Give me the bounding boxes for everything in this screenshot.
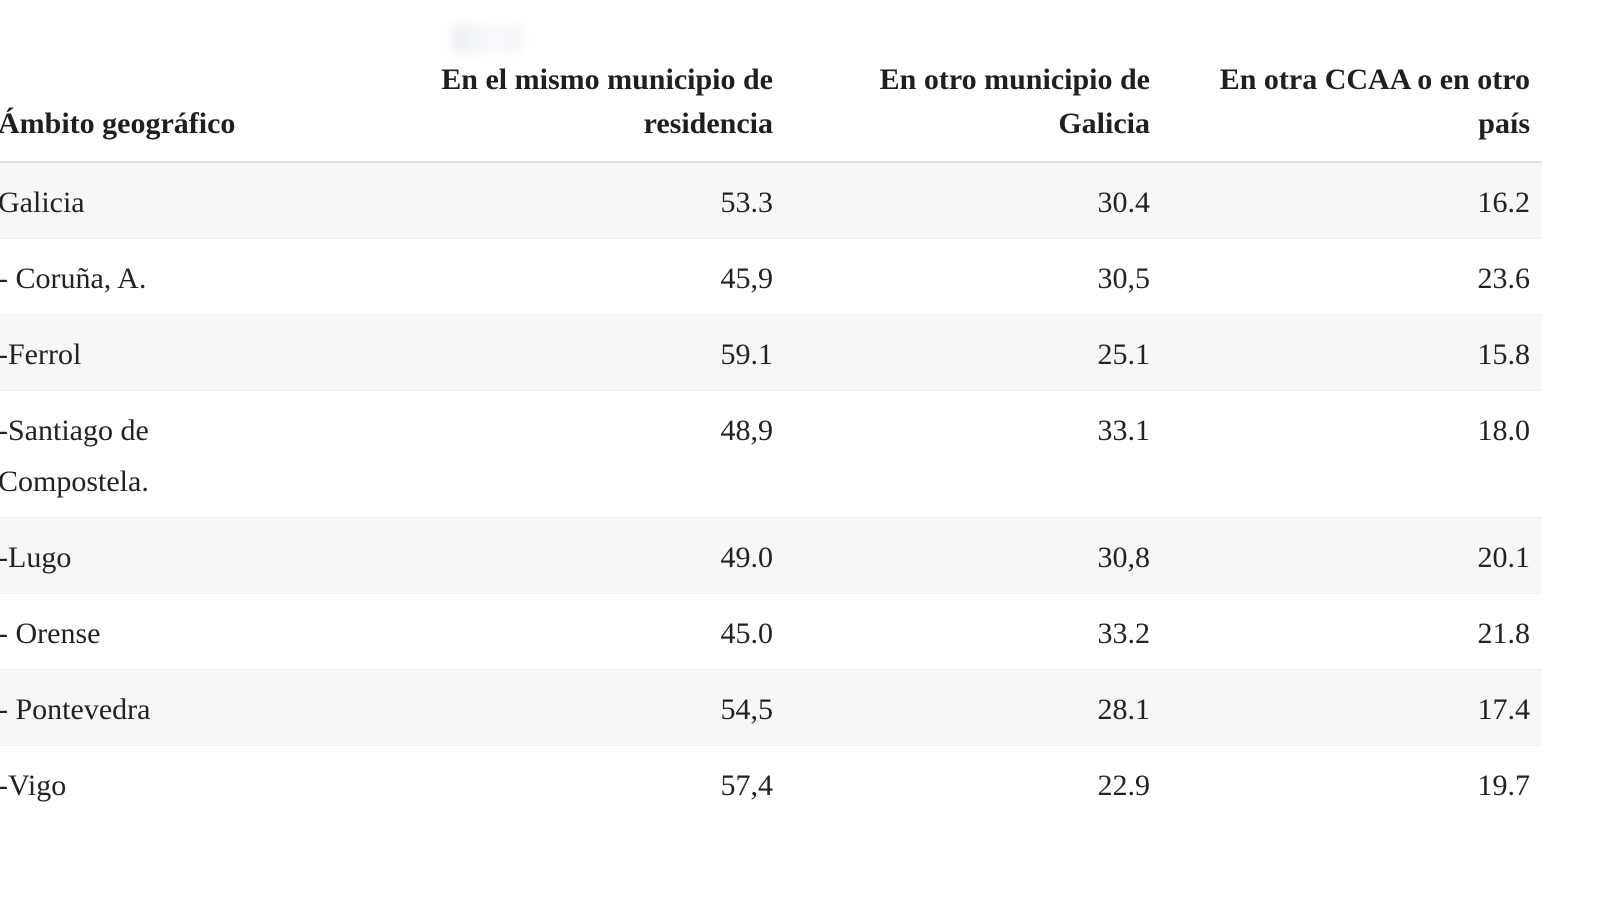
value-cell: 18.0 xyxy=(1477,414,1531,447)
table-row: -Lugo 49.0 30,8 20.1 xyxy=(0,517,1542,594)
table-row: -Vigo 57,4 22.9 19.7 xyxy=(0,745,1542,822)
value-cell: 28.1 xyxy=(1097,693,1151,726)
column-header-mismo-municipio: En el mismo municipio de residencia xyxy=(310,0,785,163)
table-row: -Santiago de Compostela. 48,9 33.1 18.0 xyxy=(0,390,1542,518)
column-header-label-line1: En otra CCAA o en otro xyxy=(1219,63,1530,96)
row-label: -Ferrol xyxy=(0,338,82,371)
row-label: -Santiago de Compostela. xyxy=(0,414,149,498)
value-cell: 21.8 xyxy=(1477,617,1531,650)
column-header-label-line2: Galicia xyxy=(1058,106,1150,140)
value-cell: 59.1 xyxy=(720,338,774,371)
value-cell: 53.3 xyxy=(720,186,774,219)
value-cell: 30,8 xyxy=(1097,541,1151,574)
table-row: - Pontevedra 54,5 28.1 17.4 xyxy=(0,669,1542,746)
value-cell: 22.9 xyxy=(1097,769,1151,802)
row-label: - Coruña, A. xyxy=(0,262,147,295)
value-cell: 45.0 xyxy=(720,617,774,650)
value-cell: 19.7 xyxy=(1477,769,1531,802)
column-header-label-line2: país xyxy=(1478,106,1530,140)
row-label: -Lugo xyxy=(0,541,72,574)
value-cell: 20.1 xyxy=(1477,541,1531,574)
value-cell: 30,5 xyxy=(1097,262,1151,295)
value-cell: 15.8 xyxy=(1477,338,1531,371)
statistics-table: Ámbito geográfico En el mismo municipio … xyxy=(0,0,1542,821)
value-cell: 33.1 xyxy=(1097,414,1151,447)
table-row: Galicia 53.3 30.4 16.2 xyxy=(0,162,1542,239)
table-row: - Orense 45.0 33.2 21.8 xyxy=(0,593,1542,670)
value-cell: 54,5 xyxy=(720,693,774,726)
value-cell: 23.6 xyxy=(1477,262,1531,295)
column-header-label-line1: En el mismo municipio de xyxy=(441,63,773,96)
value-cell: 30.4 xyxy=(1097,186,1151,219)
value-cell: 57,4 xyxy=(720,769,774,802)
value-cell: 45,9 xyxy=(720,262,774,295)
column-header-label-line1: En otro municipio de xyxy=(879,63,1150,96)
value-cell: 48,9 xyxy=(720,414,774,447)
row-label: Galicia xyxy=(0,186,85,219)
column-header-otro-municipio: En otro municipio de Galicia xyxy=(785,0,1162,163)
table-body: Galicia 53.3 30.4 16.2 - Coruña, A. 45,9 30,5 2… xyxy=(0,162,1542,821)
value-cell: 49.0 xyxy=(720,541,774,574)
value-cell: 17.4 xyxy=(1477,693,1531,726)
column-header-label: Ámbito geográfico xyxy=(0,106,236,140)
table-row: - Coruña, A. 45,9 30,5 23.6 xyxy=(0,238,1542,315)
table-row: -Ferrol 59.1 25.1 15.8 xyxy=(0,314,1542,391)
value-cell: 25.1 xyxy=(1097,338,1151,371)
value-cell: 16.2 xyxy=(1477,186,1531,219)
value-cell: 33.2 xyxy=(1097,617,1151,650)
header-row: Ámbito geográfico En el mismo municipio … xyxy=(0,0,1542,163)
row-label: - Pontevedra xyxy=(0,693,151,726)
row-label: -Vigo xyxy=(0,769,67,802)
row-label: - Orense xyxy=(0,617,101,650)
column-header-label-line2: residencia xyxy=(643,106,773,140)
column-header-otra-ccaa: En otra CCAA o en otro país xyxy=(1162,0,1542,163)
column-header-ambito-geografico: Ámbito geográfico xyxy=(0,0,310,163)
